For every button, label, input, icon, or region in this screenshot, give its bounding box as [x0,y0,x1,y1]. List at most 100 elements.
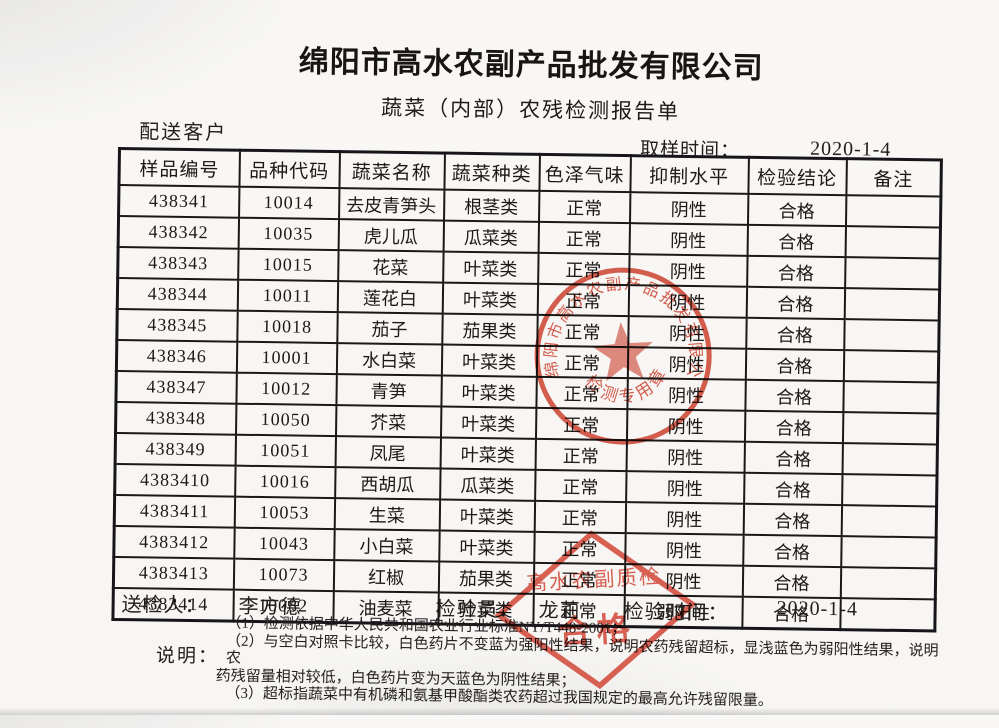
table-cell: 瓜菜类 [443,220,539,253]
table-cell: 青笋 [335,374,442,407]
header-remarks: 备注 [845,158,942,197]
table-cell: 438343 [117,247,239,280]
table-cell: 水白菜 [336,343,442,376]
table-cell: 合格 [746,286,845,320]
table-cell: 瓜菜类 [439,468,536,501]
table-cell: 10015 [237,248,339,282]
table-cell: 合格 [743,503,842,537]
table-cell: 叶菜类 [440,437,536,470]
table-cell: 叶菜类 [442,282,538,315]
header-inhibition-level: 抑制水平 [629,155,749,194]
table-cell: 合格 [744,441,843,475]
table-cell: 438348 [115,401,236,435]
table-cell: 红椒 [333,560,439,593]
inspection-time-value: 2020-1-4 [776,597,859,621]
table-cell: 花菜 [337,250,444,283]
table-cell: 合格 [742,534,842,568]
table-cell: 合格 [742,565,841,599]
table-cell: 正常 [534,469,627,503]
table-cell [842,443,938,476]
round-stamp-border [534,267,712,445]
table-cell: 合格 [747,224,846,258]
table-cell: 10035 [238,217,339,251]
table-cell: 10053 [234,496,335,530]
table-cell [843,350,939,383]
table-cell [840,567,936,600]
table-cell: 莲花白 [337,281,443,314]
table-cell: 438342 [118,216,239,249]
scan-bottom-shadow [0,708,999,715]
table-cell: 合格 [745,317,845,351]
table-cell [844,288,940,321]
table-cell: 合格 [745,348,844,382]
table-cell: 10001 [236,341,337,375]
table-cell: 叶菜类 [439,499,535,532]
table-cell: 阴性 [629,192,748,225]
table-cell: 4383413 [113,556,234,590]
table-cell: 10018 [236,310,338,344]
table-cell: 10014 [238,186,339,220]
diamond-stamp-line2: 合格 [557,611,637,652]
table-cell: 去皮青笋头 [338,188,444,221]
round-stamp-caption-text: 检测专用章 [580,362,673,410]
table-cell: 10011 [237,279,338,313]
table-cell [841,474,938,507]
header-color-smell: 色泽气味 [538,154,631,193]
table-cell: 阴性 [629,223,748,256]
table-cell: 438345 [116,309,238,342]
table-cell: 生菜 [334,498,440,531]
header-conclusion: 检验结论 [747,157,847,196]
table-cell: 4383410 [114,463,236,497]
table-cell: 10043 [233,527,335,561]
table-cell: 438341 [118,185,239,218]
table-cell: 正常 [538,190,630,224]
table-cell [841,505,937,538]
header-variety-code: 品种代码 [238,150,340,189]
notes-label: 说明： [155,645,220,668]
table-cell: 叶菜类 [440,406,536,439]
table-cell [844,257,941,290]
table-cell: 根茎类 [443,189,539,222]
table-cell: 凤尾 [335,436,441,469]
table-cell: 西胡瓜 [334,467,441,500]
header-sample-no: 样品编号 [118,148,240,187]
table-cell [842,381,939,414]
table-cell: 小白菜 [333,529,440,562]
table-cell [843,319,940,352]
diamond-stamp: 高水农副质检 合格 [494,530,697,690]
table-cell: 合格 [744,410,843,444]
round-stamp: 绵阳市高水农副产品批发有限公司 检测专用章 [527,260,712,445]
client-label: 配送客户 [139,121,228,145]
table-cell: 4383412 [113,525,235,559]
page-title: 绵阳市高水农副产品批发有限公司 [298,45,764,86]
table-cell: 10016 [234,465,336,499]
table-cell: 10050 [235,403,336,437]
table-cell: 合格 [743,472,843,506]
diamond-stamp-line1: 高水农副质检 [526,565,662,596]
table-cell: 茄果类 [441,313,538,346]
round-stamp-company-text: 绵阳市高水农副产品批发有限公司 [527,260,706,394]
table-cell: 叶菜类 [441,344,537,377]
table-cell: 10051 [235,434,336,468]
table-cell: 合格 [744,379,844,413]
header-vegetable-name: 蔬菜名称 [338,151,445,190]
table-cell [840,536,937,569]
table-cell: 叶菜类 [440,375,537,408]
table-cell: 阴性 [625,471,745,504]
header-vegetable-type: 蔬菜种类 [443,153,540,191]
diamond-stamp-border [494,530,697,690]
table-cell: 438346 [116,340,237,373]
table-cell: 合格 [747,193,846,227]
table-cell: 438347 [115,370,237,404]
table-cell: 叶菜类 [442,251,539,284]
table-cell: 茄子 [336,312,443,345]
table-cell: 正常 [538,221,630,255]
table-cell: 438344 [117,278,238,311]
table-cell: 10012 [235,372,337,406]
table-cell: 合格 [746,255,846,289]
table-cell: 10073 [233,558,334,592]
table-cell [842,412,938,445]
submitter-label: 送检人： [121,594,206,618]
table-cell: 438349 [115,432,236,466]
